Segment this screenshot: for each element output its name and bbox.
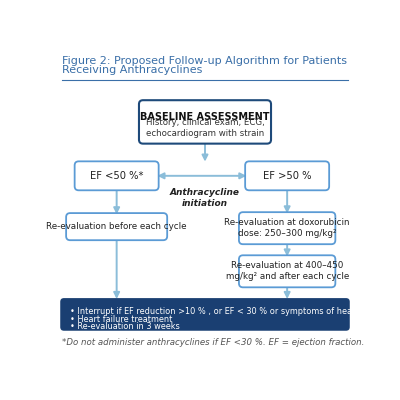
FancyBboxPatch shape [239,212,335,244]
Text: BASELINE ASSESSMENT: BASELINE ASSESSMENT [140,112,270,122]
FancyBboxPatch shape [245,161,329,190]
FancyBboxPatch shape [60,298,350,331]
Text: Figure 2: Proposed Follow-up Algorithm for Patients: Figure 2: Proposed Follow-up Algorithm f… [62,56,347,66]
Text: History, clinical exam, ECG,
echocardiogram with strain: History, clinical exam, ECG, echocardiog… [146,118,264,138]
Text: Receiving Anthracyclines: Receiving Anthracyclines [62,65,203,75]
Text: • Heart failure treatment: • Heart failure treatment [70,314,172,324]
FancyBboxPatch shape [66,213,167,240]
Text: Re-evaluation at 400–450
mg/kg² and after each cycle: Re-evaluation at 400–450 mg/kg² and afte… [226,261,349,281]
Text: *Do not administer anthracyclines if EF <30 %. EF = ejection fraction.: *Do not administer anthracyclines if EF … [62,338,365,347]
Text: • Interrupt if EF reduction >10 % , or EF < 30 % or symptoms of heart failure: • Interrupt if EF reduction >10 % , or E… [70,307,387,316]
FancyBboxPatch shape [139,100,271,144]
Text: • Re-evaluation in 3 weeks: • Re-evaluation in 3 weeks [70,322,179,331]
Text: EF <50 %*: EF <50 %* [90,171,144,181]
Text: Re-evaluation before each cycle: Re-evaluation before each cycle [46,222,187,231]
FancyBboxPatch shape [75,161,159,190]
Text: Re-evaluation at doxorubicin
dose: 250–300 mg/kg²: Re-evaluation at doxorubicin dose: 250–3… [224,218,350,238]
Text: EF >50 %: EF >50 % [263,171,311,181]
FancyBboxPatch shape [239,255,335,287]
Text: Anthracycline
initiation: Anthracycline initiation [170,188,240,208]
